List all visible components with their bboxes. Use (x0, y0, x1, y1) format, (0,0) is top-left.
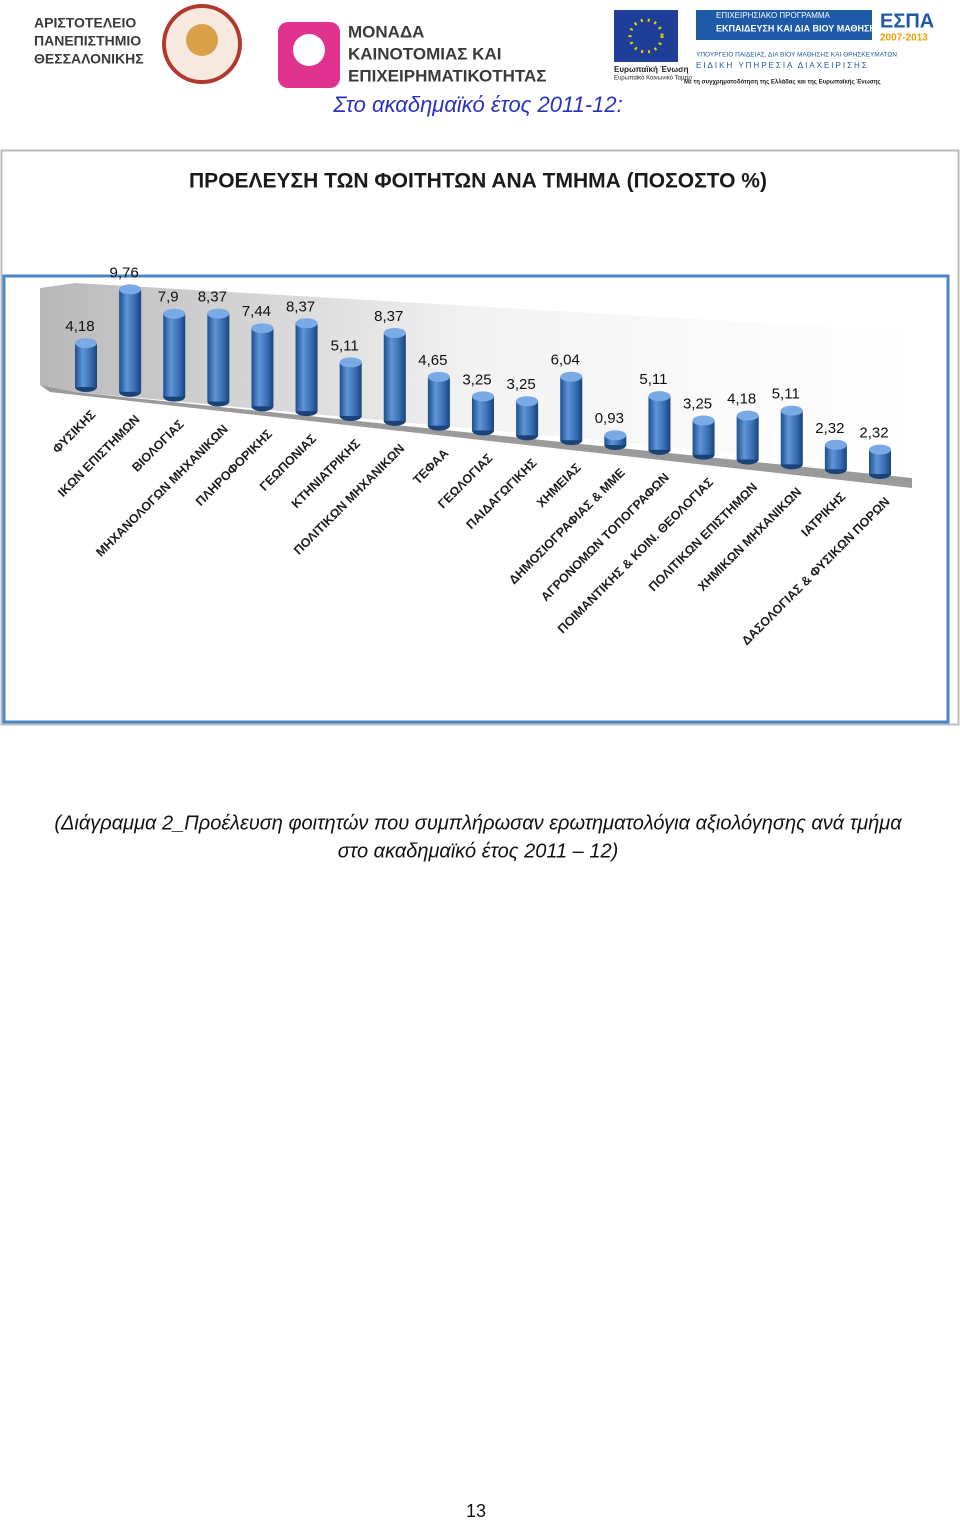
bar (207, 313, 230, 402)
program-logo (696, 10, 872, 40)
logo-text: 2007-2013 (880, 33, 928, 44)
page-number: 13 (466, 1501, 486, 1521)
bar (251, 328, 274, 407)
data-label: 2,32 (859, 425, 888, 442)
logo-text: ΕΚΠΑΙΔΕΥΣΗ ΚΑΙ ΔΙΑ ΒΙΟΥ ΜΑΘΗΣΗ (716, 23, 876, 33)
data-label: 2,32 (815, 420, 844, 437)
data-label: 0,93 (595, 410, 624, 427)
bar (560, 376, 583, 441)
bar (75, 343, 97, 387)
bar-cap (648, 391, 671, 402)
data-label: 5,11 (639, 371, 667, 388)
logo-text: Ευρωπαϊκό Κοινωνικό Ταμείο (614, 75, 692, 82)
bar (119, 289, 142, 392)
bar-cap (163, 308, 186, 319)
bar (736, 415, 759, 460)
caption: (Διάγραμμα 2_Προέλευση φοιτητών που συμπ… (54, 812, 902, 834)
bar-cap (119, 284, 142, 295)
data-label: 4,65 (418, 352, 447, 369)
eu-flag (614, 10, 678, 62)
data-label: 3,25 (462, 371, 491, 388)
bar (824, 444, 847, 470)
bar-cap (780, 405, 803, 416)
caption: στο ακαδημαϊκό έτος 2011 – 12) (338, 840, 619, 862)
logo-text: ΕΣΠΑ (880, 10, 934, 32)
data-label: 4,18 (65, 318, 94, 335)
bar-cap (869, 444, 891, 455)
bar-cap (339, 357, 362, 368)
logo-text: ΥΠΟΥΡΓΕΙΟ ΠΑΙΔΕΙΑΣ, ΔΙΑ ΒΙΟΥ ΜΑΘΗΣΗΣ ΚΑΙ… (696, 52, 897, 59)
bar-cap (736, 410, 759, 421)
bar (295, 323, 318, 412)
data-label: 4,18 (727, 391, 756, 408)
data-label: 7,9 (158, 289, 179, 306)
bar-cap (516, 396, 539, 407)
bar (648, 396, 671, 450)
bar-cap (604, 430, 627, 441)
logo-text: ΜΟΝΑΔΑ (348, 22, 424, 41)
data-label: 7,44 (242, 303, 271, 320)
bar-cap (383, 327, 406, 338)
bar-cap (560, 371, 583, 382)
bar-cap (824, 439, 847, 450)
logo-text: ΕΙΔΙΚΗ ΥΠΗΡΕΣΙΑ ΔΙΑΧΕΙΡΙΣΗΣ (696, 61, 869, 70)
logo-text: ΠΑΝΕΠΙΣΤΗΜΙΟ (34, 33, 141, 49)
bar-cap (692, 415, 715, 426)
logo-text: Ευρωπαϊκή Ένωση (614, 65, 689, 74)
logo-text: Με τη συγχρηματοδότηση της Ελλάδας και τ… (684, 80, 881, 86)
data-label: 6,04 (551, 352, 580, 369)
bar (472, 396, 494, 431)
bar (383, 332, 406, 421)
eu-stars (628, 18, 664, 54)
plot-frame (2, 274, 950, 724)
bar-cap (472, 391, 494, 402)
bar-cap (75, 338, 97, 349)
data-label: 8,37 (198, 289, 227, 306)
logo-text: ΑΡΙΣΤΟΤΕΛΕΙΟ (34, 15, 136, 31)
chart-title: ΠΡΟΕΛΕΥΣΗ ΤΩΝ ΦΟΙΤΗΤΩΝ ΑΝΑ ΤΜΗΜΑ (ΠΟΣΟΣΤ… (189, 170, 767, 193)
logo-text: ΕΠΙΧΕΙΡΗΜΑΤΙΚΟΤΗΤΑΣ (348, 66, 546, 85)
bar (516, 401, 539, 436)
bar (163, 313, 186, 397)
data-label: 8,37 (374, 308, 403, 325)
bar (780, 410, 803, 465)
bar-cap (295, 318, 318, 329)
bar (692, 420, 715, 455)
logo-text: ΕΠΙΧΕΙΡΗΣΙΑΚΟ ΠΡΟΓΡΑΜΜΑ (716, 11, 831, 20)
data-label: 8,37 (286, 298, 315, 315)
floor (40, 385, 912, 488)
bar-cap (251, 323, 274, 334)
logo-text: ΘΕΣΣΑΛΟΝΙΚΗΣ (34, 51, 144, 67)
logo-text: ΚΑΙΝΟΤΟΜΙΑΣ ΚΑΙ (348, 44, 501, 63)
bar-cap (207, 308, 230, 319)
bar (339, 362, 362, 416)
data-label: 3,25 (507, 376, 536, 393)
data-label: 3,25 (683, 396, 712, 413)
bar-cap (427, 371, 450, 382)
bar (869, 449, 891, 474)
data-label: 5,11 (331, 337, 359, 354)
data-label: 9,76 (110, 264, 139, 281)
data-label: 5,11 (772, 386, 800, 403)
bulb (293, 34, 325, 66)
bar (427, 376, 450, 426)
section-heading: Στο ακαδημαϊκό έτος 2011-12: (332, 92, 622, 117)
header: ΑΡΙΣΤΟΤΕΛΕΙΟ ΠΑΝΕΠΙΣΤΗΜΙΟ ΘΕΣΣΑΛΟΝΙΚΗΣ Μ… (34, 4, 934, 88)
seal-icon (186, 24, 218, 56)
